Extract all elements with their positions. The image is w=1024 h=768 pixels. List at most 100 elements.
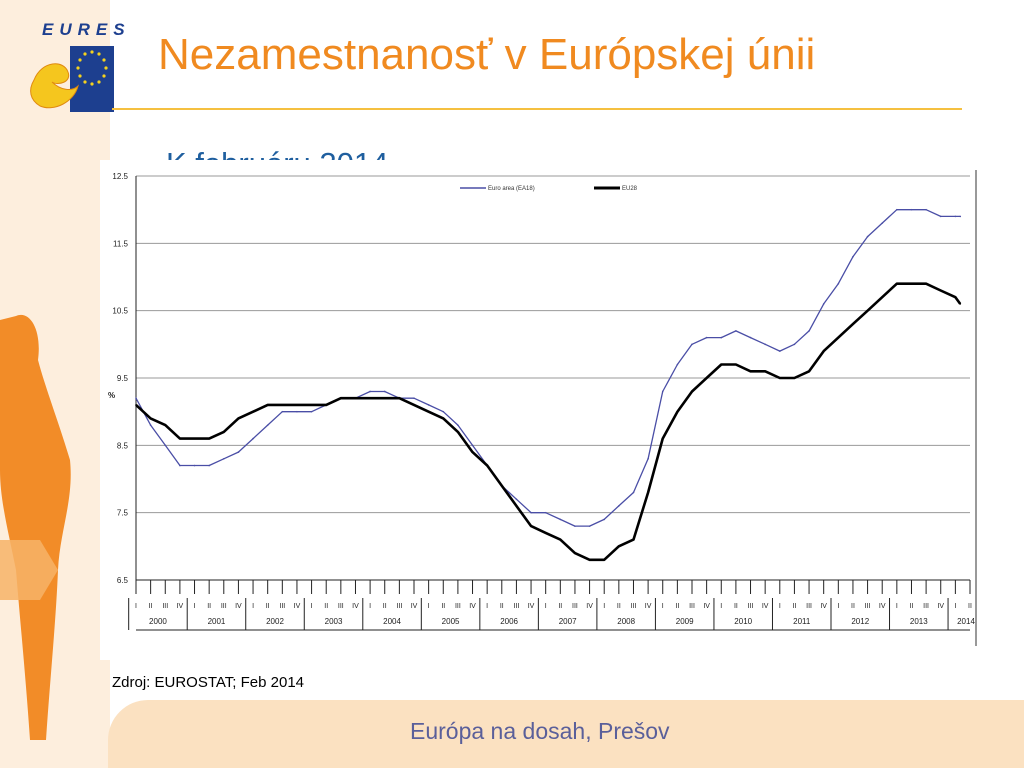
year-label-2012: 2012 xyxy=(851,617,869,626)
source-note: Zdroj: EUROSTAT; Feb 2014 xyxy=(112,674,305,691)
quarter-label-34: III xyxy=(631,603,637,610)
data-point-eu28-40 xyxy=(720,363,723,366)
data-point-eu28-11 xyxy=(296,404,298,406)
data-point-euro-area-55 xyxy=(939,215,942,218)
quarter-label-25: II xyxy=(500,603,504,610)
data-point-eu28-20 xyxy=(427,410,430,413)
data-point-eu28-0 xyxy=(135,404,137,406)
quarter-label-23: IV xyxy=(469,603,476,610)
data-point-eu28-50 xyxy=(866,309,869,312)
quarter-label-10: III xyxy=(279,603,285,610)
quarter-label-4: I xyxy=(194,603,196,610)
data-point-euro-area-33 xyxy=(618,505,620,507)
data-point-euro-area-38 xyxy=(691,343,693,346)
data-point-eu28-6 xyxy=(222,431,225,433)
year-label-2013: 2013 xyxy=(910,617,928,626)
data-point-eu28-45 xyxy=(793,377,796,379)
quarter-label-30: III xyxy=(572,603,578,610)
data-point-euro-area-22 xyxy=(457,424,459,426)
data-point-eu28-52 xyxy=(896,282,898,285)
data-point-euro-area-48 xyxy=(837,282,840,285)
year-label-2000: 2000 xyxy=(149,617,167,626)
quarter-label-44: I xyxy=(779,603,781,610)
data-point-euro-area-47 xyxy=(822,303,825,305)
data-point-euro-area-6 xyxy=(222,458,225,460)
quarter-label-7: IV xyxy=(235,603,242,610)
quarter-label-53: II xyxy=(910,603,914,610)
quarter-label-28: I xyxy=(545,603,547,610)
quarter-label-6: III xyxy=(221,603,227,610)
data-point-euro-area-46 xyxy=(808,330,810,332)
quarter-label-39: IV xyxy=(703,603,710,610)
y-tick-label-4: 8.5 xyxy=(117,441,129,450)
data-point-euro-area-30 xyxy=(574,525,576,527)
unemployment-chart: Euro area (EA18) EU28 12.5 11.5 10.5 9.5 8.5… xyxy=(100,160,990,660)
data-point-eu28-16 xyxy=(369,397,371,399)
data-point-euro-area-5 xyxy=(208,464,210,467)
data-point-euro-area-3 xyxy=(179,464,181,467)
data-point-euro-area-4 xyxy=(193,464,196,467)
data-point-eu28-43 xyxy=(764,370,766,373)
data-point-eu28-12 xyxy=(310,404,313,406)
data-point-eu28-33 xyxy=(618,545,620,548)
data-point-euro-area-52 xyxy=(896,208,898,211)
data-point-euro-area-31 xyxy=(588,525,591,527)
data-point-eu28-9 xyxy=(266,404,269,406)
data-point-euro-area-0 xyxy=(135,397,137,399)
quarter-label-38: III xyxy=(689,603,695,610)
quarter-label-32: I xyxy=(603,603,605,610)
data-point-eu28-18 xyxy=(398,397,401,399)
data-point-eu28-17 xyxy=(383,397,386,399)
data-point-eu28-26 xyxy=(515,505,518,507)
quarter-label-3: IV xyxy=(177,603,184,610)
hands-icon xyxy=(30,63,79,109)
year-label-2001: 2001 xyxy=(208,617,226,626)
quarter-label-45: II xyxy=(792,603,796,610)
year-label-2009: 2009 xyxy=(676,617,694,626)
y-tick-label-2: 10.5 xyxy=(112,307,128,316)
quarter-label-48: I xyxy=(837,603,839,610)
quarter-label-43: IV xyxy=(762,603,769,610)
quarter-label-51: IV xyxy=(879,603,886,610)
data-point-eu28-41 xyxy=(735,363,737,366)
y-tick-label-5: 7.5 xyxy=(117,509,129,518)
data-point-eu28-56 xyxy=(954,296,957,298)
quarter-label-54: III xyxy=(923,603,929,610)
quarter-label-41: II xyxy=(734,603,738,610)
logo-text: EURES xyxy=(42,20,131,39)
data-point-euro-area-42 xyxy=(749,336,752,339)
data-point-euro-area-36 xyxy=(661,390,664,393)
data-point-euro-area-51 xyxy=(881,222,884,224)
data-point-eu28-3 xyxy=(179,437,181,440)
data-point-euro-area-11 xyxy=(296,410,298,413)
data-point-eu28-28 xyxy=(544,532,547,534)
data-point-eu28-8 xyxy=(252,410,254,413)
quarter-label-13: II xyxy=(324,603,328,610)
data-point-eu28-7 xyxy=(237,417,240,420)
quarter-label-31: IV xyxy=(586,603,593,610)
data-point-euro-area-23 xyxy=(471,444,474,447)
data-point-eu28-44 xyxy=(778,377,781,379)
y-tick-label-0: 12.5 xyxy=(112,172,128,181)
quarter-label-24: I xyxy=(486,603,488,610)
data-point-euro-area-8 xyxy=(252,437,254,440)
data-point-eu28-37 xyxy=(676,410,679,413)
quarter-label-35: IV xyxy=(645,603,652,610)
data-point-eu28-5 xyxy=(208,437,210,440)
data-point-eu28-36 xyxy=(661,437,664,440)
quarter-label-2: III xyxy=(162,603,168,610)
y-axis-label: % xyxy=(108,391,115,400)
data-point-eu28-39 xyxy=(705,377,708,379)
data-point-eu28-53 xyxy=(910,282,913,285)
data-point-euro-area-57 xyxy=(959,215,962,218)
year-label-2007: 2007 xyxy=(559,617,577,626)
data-point-euro-area-39 xyxy=(705,336,708,339)
quarter-label-37: II xyxy=(675,603,679,610)
data-point-eu28-32 xyxy=(603,559,606,561)
data-point-euro-area-34 xyxy=(632,491,635,494)
footer-band xyxy=(108,700,1024,768)
quarter-label-46: III xyxy=(806,603,812,610)
data-point-eu28-22 xyxy=(457,431,459,433)
data-point-eu28-31 xyxy=(588,559,591,561)
person-silhouette-icon xyxy=(0,314,71,740)
